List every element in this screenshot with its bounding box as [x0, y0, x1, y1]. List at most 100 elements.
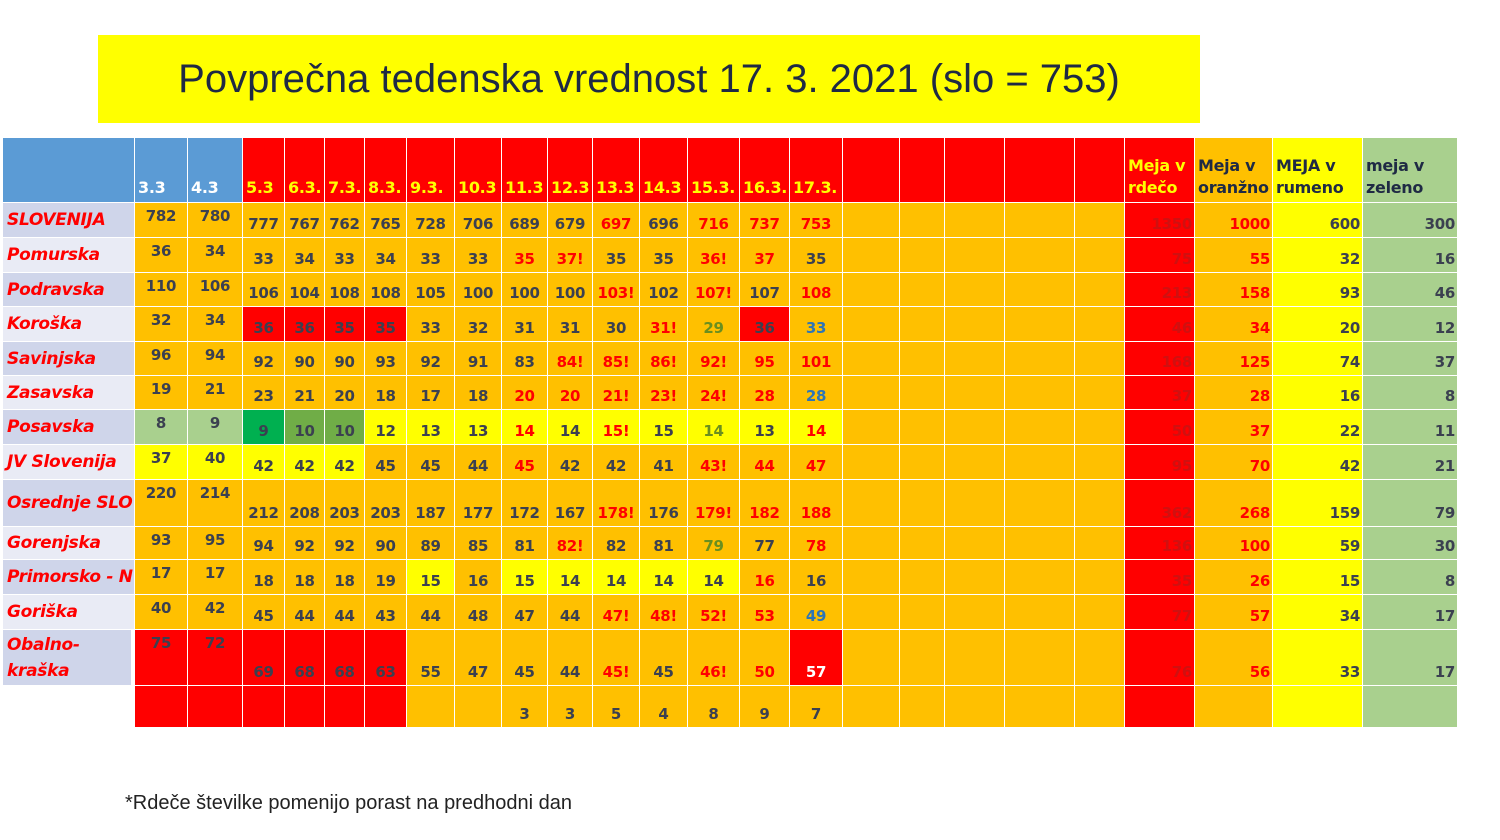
value-cell: 100 — [502, 273, 547, 306]
date-header: 12.3 — [548, 138, 592, 202]
value-cell: 105 — [407, 273, 454, 306]
value-cell: 18 — [285, 560, 324, 594]
value-cell: 18 — [243, 560, 284, 594]
value-cell: 103! — [593, 273, 639, 306]
limit-cell: 46 — [1125, 307, 1194, 341]
count-cell — [365, 686, 406, 727]
value-cell: 679 — [548, 203, 592, 237]
row-label: Podravska — [3, 273, 134, 306]
value-cell: 78 — [790, 527, 842, 559]
empty-cell — [900, 342, 944, 375]
date-header: 17.3. — [790, 138, 842, 202]
value-cell: 696 — [640, 203, 687, 237]
value-cell: 16 — [790, 560, 842, 594]
date-header: 4.3 — [188, 138, 242, 202]
value-cell: 95 — [188, 527, 242, 559]
value-cell: 767 — [285, 203, 324, 237]
value-cell: 44 — [325, 595, 364, 629]
empty-cell — [1005, 445, 1074, 479]
value-cell: 45 — [365, 445, 406, 479]
limit-cell: 46 — [1363, 273, 1457, 306]
empty-cell — [1005, 376, 1074, 409]
value-cell: 107 — [740, 273, 789, 306]
date-header: 3.3 — [135, 138, 187, 202]
value-cell: 21! — [593, 376, 639, 409]
empty-cell — [843, 445, 899, 479]
empty-cell — [1075, 410, 1124, 444]
value-cell: 36 — [243, 307, 284, 341]
value-cell: 92! — [688, 342, 739, 375]
value-cell: 81 — [502, 527, 547, 559]
empty-cell — [843, 560, 899, 594]
limit-cell: 37 — [1125, 376, 1194, 409]
empty-cell — [945, 560, 1004, 594]
value-cell: 94 — [243, 527, 284, 559]
empty-cell — [1075, 686, 1124, 727]
limit-cell: 33 — [1273, 630, 1362, 685]
empty-cell — [843, 273, 899, 306]
value-cell: 43! — [688, 445, 739, 479]
value-cell: 37 — [740, 238, 789, 272]
limit-cell: 1000 — [1195, 203, 1272, 237]
limit-cell: 8 — [1363, 560, 1457, 594]
limit-cell: 74 — [1273, 342, 1362, 375]
limit-cell: 42 — [1273, 445, 1362, 479]
empty-cell — [1005, 238, 1074, 272]
empty-cell — [1005, 342, 1074, 375]
value-cell: 46! — [688, 630, 739, 685]
count-cell — [243, 686, 284, 727]
empty-cell — [945, 595, 1004, 629]
value-cell: 69 — [243, 630, 284, 685]
empty-cell — [1075, 376, 1124, 409]
value-cell: 172 — [502, 480, 547, 526]
value-cell: 13 — [407, 410, 454, 444]
value-cell: 48 — [455, 595, 501, 629]
value-cell: 780 — [188, 203, 242, 237]
limit-cell: 362 — [1125, 480, 1194, 526]
limit-cell: 22 — [1273, 410, 1362, 444]
limit-cell: 93 — [1273, 273, 1362, 306]
value-cell: 182 — [740, 480, 789, 526]
value-cell: 777 — [243, 203, 284, 237]
empty-cell — [1075, 480, 1124, 526]
empty-cell — [1075, 203, 1124, 237]
count-cell — [188, 686, 242, 727]
value-cell: 90 — [365, 527, 406, 559]
value-cell: 20 — [502, 376, 547, 409]
value-cell: 106 — [188, 273, 242, 306]
empty-cell — [1075, 342, 1124, 375]
value-cell: 21 — [285, 376, 324, 409]
value-cell: 33 — [407, 238, 454, 272]
value-cell: 765 — [365, 203, 406, 237]
empty-cell — [945, 445, 1004, 479]
value-cell: 44 — [285, 595, 324, 629]
value-cell: 106 — [243, 273, 284, 306]
value-cell: 10 — [285, 410, 324, 444]
limit-cell: 59 — [1273, 527, 1362, 559]
value-cell: 42 — [285, 445, 324, 479]
limit-cell: 30 — [1363, 527, 1457, 559]
value-cell: 30 — [593, 307, 639, 341]
value-cell: 14 — [548, 560, 592, 594]
value-cell: 20 — [548, 376, 592, 409]
value-cell: 42 — [548, 445, 592, 479]
limit-cell: 35 — [1125, 560, 1194, 594]
empty-cell — [900, 273, 944, 306]
value-cell: 36 — [135, 238, 187, 272]
value-cell: 179! — [688, 480, 739, 526]
empty-cell — [945, 480, 1004, 526]
value-cell: 63 — [365, 630, 406, 685]
empty-cell — [1005, 273, 1074, 306]
limit-cell: 100 — [1195, 527, 1272, 559]
value-cell: 14 — [640, 560, 687, 594]
limit-cell: 16 — [1363, 238, 1457, 272]
value-cell: 32 — [455, 307, 501, 341]
limit-cell: 17 — [1363, 595, 1457, 629]
empty-cell — [1005, 560, 1074, 594]
date-header: 7.3. — [325, 138, 364, 202]
row-label: Gorenjska — [3, 527, 134, 559]
value-cell: 44 — [548, 630, 592, 685]
empty-cell — [1075, 445, 1124, 479]
value-cell: 92 — [285, 527, 324, 559]
